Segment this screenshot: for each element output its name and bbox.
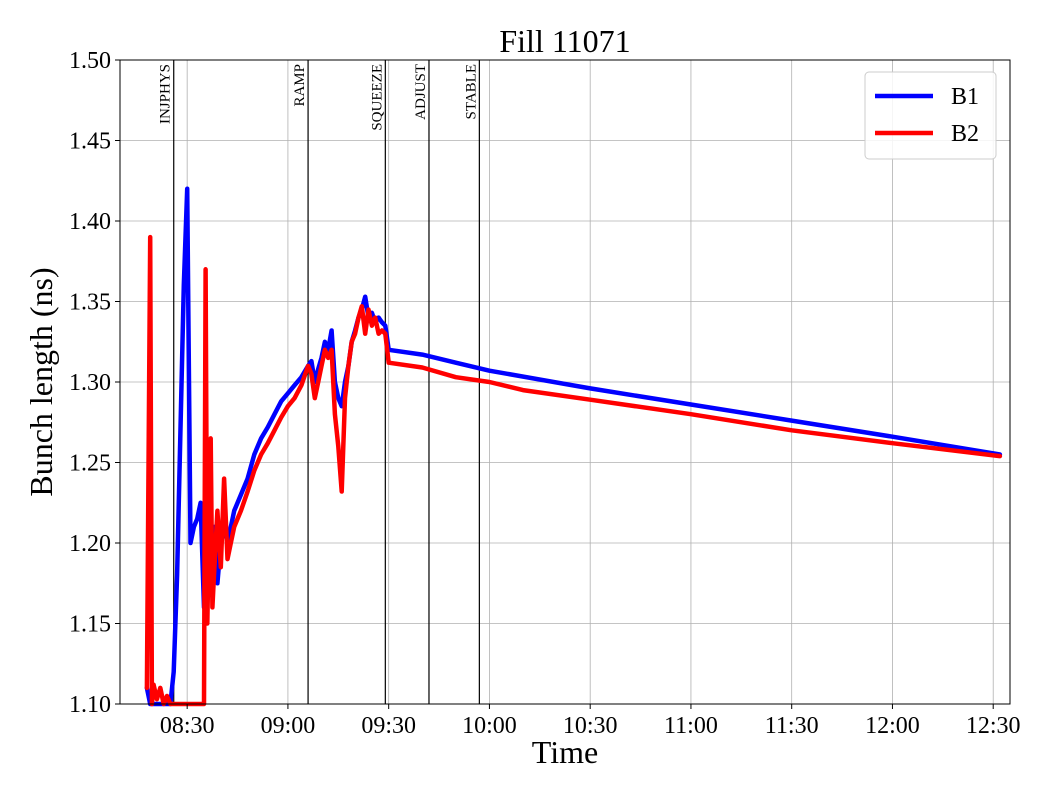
x-tick-label: 12:00 [865,713,920,739]
y-tick-label: 1.50 [69,48,111,74]
x-tick-label: 10:30 [563,713,618,739]
y-tick-label: 1.35 [69,290,111,316]
axis-ticks: 08:30 09:00 09:30 10:00 10:30 11:00 11:30 12:00… [69,48,1021,739]
phase-label-adjust: ADJUST [413,64,429,120]
series-lines [144,186,1003,707]
y-tick-label: 1.25 [69,451,111,477]
y-tick-label: 1.30 [69,370,111,396]
phase-label-ramp: RAMP [292,64,308,107]
phase-markers: INJPHYS RAMP SQUEEZE ADJUST STABLE [158,60,480,704]
chart-title: Fill 11071 [499,23,630,59]
series-line-b2 [144,234,1003,707]
y-tick-label: 1.20 [69,531,111,557]
x-tick-label: 09:00 [261,713,316,739]
phase-label-injphys: INJPHYS [158,64,174,124]
y-axis-title: Bunch length (ns) [23,267,59,496]
x-axis-title: Time [532,734,598,770]
legend-label-b2: B2 [951,121,979,147]
phase-label-stable: STABLE [463,64,479,119]
y-tick-label: 1.15 [69,612,111,638]
x-tick-label: 08:30 [160,713,215,739]
y-tick-label: 1.40 [69,209,111,235]
x-tick-label: 10:00 [462,713,517,739]
x-tick-label: 09:30 [361,713,416,739]
y-tick-label: 1.45 [69,129,111,155]
phase-label-squeeze: SQUEEZE [369,64,385,131]
x-tick-label: 11:30 [765,713,819,739]
y-tick-label: 1.10 [69,692,111,718]
x-tick-label: 11:00 [664,713,718,739]
legend-label-b1: B1 [951,84,979,110]
x-tick-label: 12:30 [966,713,1021,739]
series-line-b1 [144,186,1003,707]
